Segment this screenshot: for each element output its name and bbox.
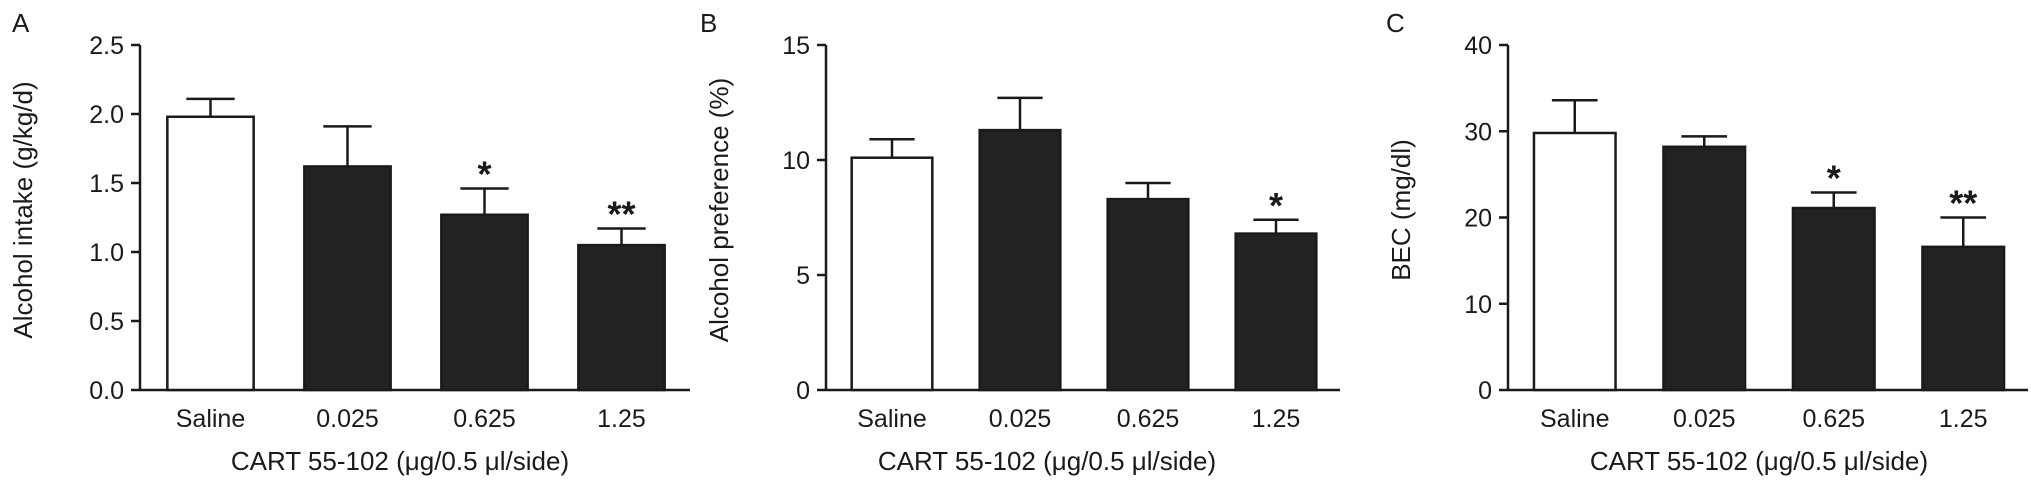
x-tick-label: 0.025 [316,405,379,433]
bar [166,115,255,392]
y-tick-label: 0.0 [89,377,124,405]
y-axis-title: Alcohol intake (g/kg/d) [8,81,38,338]
bar [1106,197,1190,392]
x-tick-label: 1.25 [1939,405,1988,433]
x-tick-label: Saline [857,405,927,433]
x-tick-label: 1.25 [1252,405,1301,433]
y-tick-label: 40 [1464,32,1492,60]
bar [850,156,934,392]
bar [1791,206,1876,392]
bar [303,165,392,392]
x-tick-label: 1.25 [597,405,646,433]
significance-marker: ** [607,194,635,235]
panel-a: A Alcohol intake (g/kg/d) CART 55-102 (μ… [8,8,690,476]
bar [577,243,666,392]
y-tick-label: 0 [796,377,810,405]
panel-label: A [12,8,30,38]
panel-b: B Alcohol preference (%) CART 55-102 (μg… [700,8,1340,476]
x-tick-label: 0.025 [1673,405,1736,433]
y-axis-title: BEC (mg/dl) [1386,139,1416,281]
x-tick-label: 0.625 [1802,405,1865,433]
y-tick-label: 2.0 [89,101,124,129]
x-axis-title: CART 55-102 (μg/0.5 μl/side) [231,446,569,476]
y-tick-label: 20 [1464,205,1492,233]
y-tick-label: 2.5 [89,32,124,60]
significance-marker: * [1827,157,1841,198]
x-tick-label: 0.025 [989,405,1052,433]
panel-label: B [700,8,717,38]
x-tick-label: 0.625 [1117,405,1180,433]
significance-marker: * [477,154,491,195]
y-tick-label: 15 [782,32,810,60]
panel-label: C [1386,8,1405,38]
x-axis-title: CART 55-102 (μg/0.5 μl/side) [878,446,1216,476]
y-tick-label: 5 [796,262,810,290]
bar [978,128,1062,392]
significance-marker: ** [1949,183,1977,224]
y-tick-label: 0.5 [89,308,124,336]
bar [1921,245,2006,392]
bar [1234,232,1318,392]
x-axis-title: CART 55-102 (μg/0.5 μl/side) [1590,446,1928,476]
y-axis-title: Alcohol preference (%) [704,78,734,342]
significance-marker: * [1269,185,1283,226]
y-tick-label: 0 [1478,377,1492,405]
x-tick-label: 0.625 [453,405,516,433]
bar [1532,131,1617,392]
panel-c: C BEC (mg/dl) CART 55-102 (μg/0.5 μl/sid… [1386,8,2028,476]
bar [440,213,529,392]
x-tick-label: Saline [176,405,246,433]
y-tick-label: 1.0 [89,239,124,267]
y-tick-label: 10 [782,147,810,175]
y-tick-label: 30 [1464,118,1492,146]
y-tick-label: 10 [1464,291,1492,319]
x-tick-label: Saline [1540,405,1610,433]
y-tick-label: 1.5 [89,170,124,198]
bar [1662,145,1747,392]
